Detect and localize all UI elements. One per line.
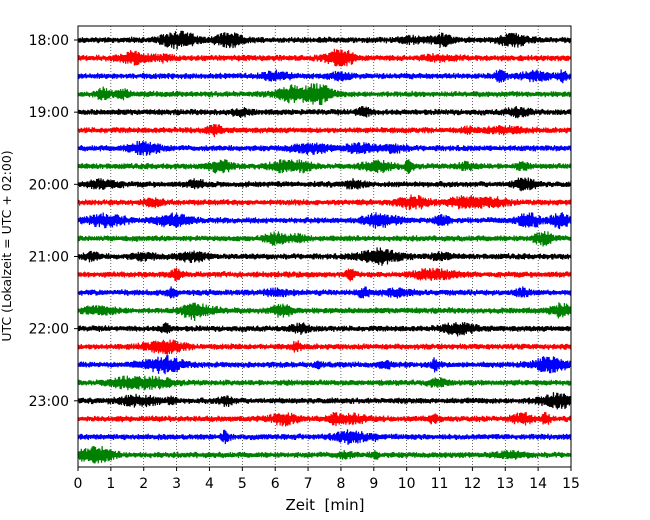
- seismic-trace: [77, 48, 572, 67]
- x-tick-label: 14: [529, 476, 547, 492]
- seismic-trace: [77, 429, 572, 445]
- seismic-trace: [77, 247, 572, 266]
- seismic-trace: [77, 411, 572, 427]
- x-tick-label: 7: [304, 476, 313, 492]
- x-tick-label: 12: [463, 476, 481, 492]
- x-tick-label: 1: [106, 476, 115, 492]
- seismic-trace: [77, 159, 572, 175]
- y-tick-label: 20:00: [29, 177, 69, 193]
- y-tick-label: 18:00: [29, 33, 69, 49]
- seismic-trace: [77, 286, 572, 299]
- seismic-trace: [77, 321, 572, 337]
- x-tick-label: 8: [336, 476, 345, 492]
- x-tick-label: 5: [238, 476, 247, 492]
- x-axis-label: Zeit [min]: [285, 496, 364, 514]
- seismic-trace: [77, 123, 572, 138]
- y-tick-label: 21:00: [29, 249, 69, 265]
- seismic-trace: [77, 194, 572, 211]
- y-axis-label: UTC (Lokalzeit = UTC + 02:00): [0, 150, 14, 341]
- seismic-trace: [77, 83, 572, 106]
- y-tick-label: 19:00: [29, 105, 69, 121]
- x-tick-label: 15: [562, 476, 580, 492]
- seismic-trace: [77, 392, 572, 410]
- y-tick-label: 22:00: [29, 322, 69, 338]
- x-tick-label: 2: [139, 476, 148, 492]
- seismic-trace: [77, 375, 572, 391]
- seismic-trace: [77, 445, 572, 464]
- x-tick-label: 6: [271, 476, 280, 492]
- seismic-trace: [77, 267, 572, 282]
- seismic-trace: [77, 231, 572, 247]
- seismic-trace: [77, 302, 572, 322]
- x-tick-label: 0: [74, 476, 83, 492]
- seismic-trace: [77, 30, 572, 50]
- seismic-trace: [77, 212, 572, 230]
- seismic-trace: [77, 177, 572, 192]
- x-tick-label: 9: [369, 476, 378, 492]
- x-axis-ticks: 0 1 2 3 4 5 6 7 8 9 10 11 12 13 14 15: [74, 467, 580, 492]
- x-tick-label: 10: [398, 476, 416, 492]
- seismic-trace: [77, 140, 572, 156]
- plot-frame: [77, 25, 572, 468]
- y-axis-ticks: 18:00 19:00 20:00 21:00 22:00 23:00: [29, 33, 78, 410]
- seismic-trace: [77, 69, 572, 84]
- x-tick-label: 3: [172, 476, 181, 492]
- seismic-trace: [77, 339, 572, 355]
- x-tick-label: 11: [431, 476, 449, 492]
- x-tick-label: 13: [496, 476, 514, 492]
- y-tick-label: 23:00: [29, 394, 69, 410]
- seismic-trace: [77, 355, 572, 375]
- seismic-trace: [77, 105, 572, 119]
- x-tick-label: 4: [205, 476, 214, 492]
- seismic-traces: [77, 30, 572, 464]
